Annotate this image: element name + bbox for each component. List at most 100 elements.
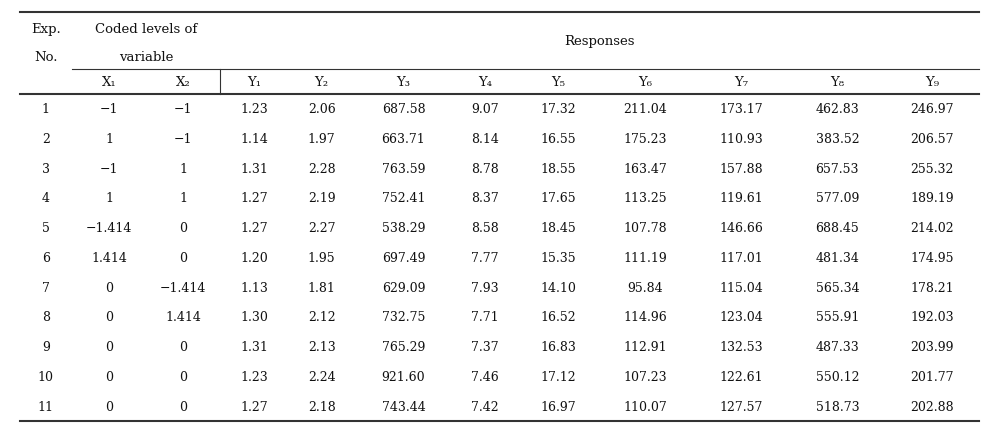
- Text: 763.59: 763.59: [382, 162, 425, 175]
- Text: 663.71: 663.71: [382, 133, 425, 145]
- Text: 577.09: 577.09: [816, 192, 859, 205]
- Text: 1.81: 1.81: [308, 281, 336, 294]
- Text: 202.88: 202.88: [910, 400, 954, 413]
- Text: X₂: X₂: [176, 76, 191, 89]
- Text: Y₇: Y₇: [734, 76, 749, 89]
- Text: 192.03: 192.03: [910, 311, 954, 324]
- Text: 1.27: 1.27: [240, 400, 268, 413]
- Text: 697.49: 697.49: [382, 251, 425, 264]
- Text: 11: 11: [37, 400, 54, 413]
- Text: 2.18: 2.18: [308, 400, 336, 413]
- Text: Exp.: Exp.: [31, 23, 61, 36]
- Text: 1.97: 1.97: [308, 133, 336, 145]
- Text: 1.31: 1.31: [240, 162, 268, 175]
- Text: 8.14: 8.14: [471, 133, 499, 145]
- Text: 383.52: 383.52: [816, 133, 859, 145]
- Text: Responses: Responses: [565, 35, 635, 48]
- Text: 7.37: 7.37: [471, 340, 499, 353]
- Text: 16.55: 16.55: [540, 133, 576, 145]
- Text: −1: −1: [174, 103, 193, 116]
- Text: 112.91: 112.91: [624, 340, 667, 353]
- Text: 0: 0: [105, 340, 113, 353]
- Text: 7.46: 7.46: [471, 370, 499, 383]
- Text: 173.17: 173.17: [719, 103, 764, 116]
- Text: 7.77: 7.77: [471, 251, 499, 264]
- Text: 214.02: 214.02: [910, 222, 954, 235]
- Text: 765.29: 765.29: [382, 340, 425, 353]
- Text: 107.23: 107.23: [624, 370, 667, 383]
- Text: 117.01: 117.01: [719, 251, 764, 264]
- Text: 2.12: 2.12: [308, 311, 336, 324]
- Text: 687.58: 687.58: [382, 103, 425, 116]
- Text: No.: No.: [34, 51, 58, 64]
- Text: 115.04: 115.04: [719, 281, 764, 294]
- Text: 1: 1: [42, 103, 50, 116]
- Text: 189.19: 189.19: [910, 192, 954, 205]
- Text: 0: 0: [179, 340, 187, 353]
- Text: 113.25: 113.25: [624, 192, 667, 205]
- Text: 5: 5: [42, 222, 50, 235]
- Text: 2.19: 2.19: [308, 192, 336, 205]
- Text: 8.78: 8.78: [471, 162, 499, 175]
- Text: 2: 2: [42, 133, 50, 145]
- Text: 3: 3: [42, 162, 50, 175]
- Text: 4: 4: [42, 192, 50, 205]
- Text: 1.23: 1.23: [240, 103, 268, 116]
- Text: 17.12: 17.12: [540, 370, 576, 383]
- Text: 538.29: 538.29: [382, 222, 425, 235]
- Text: 1.14: 1.14: [240, 133, 268, 145]
- Text: 203.99: 203.99: [910, 340, 953, 353]
- Text: 246.97: 246.97: [910, 103, 953, 116]
- Text: 0: 0: [179, 251, 187, 264]
- Text: 8: 8: [42, 311, 50, 324]
- Text: 122.61: 122.61: [719, 370, 764, 383]
- Text: 110.07: 110.07: [624, 400, 667, 413]
- Text: 10: 10: [37, 370, 54, 383]
- Text: 127.57: 127.57: [719, 400, 764, 413]
- Text: 201.77: 201.77: [910, 370, 953, 383]
- Text: 1.23: 1.23: [240, 370, 268, 383]
- Text: 1.31: 1.31: [240, 340, 268, 353]
- Text: 657.53: 657.53: [816, 162, 859, 175]
- Text: 7.71: 7.71: [471, 311, 499, 324]
- Text: 123.04: 123.04: [719, 311, 764, 324]
- Text: 1.20: 1.20: [240, 251, 268, 264]
- Text: 1.414: 1.414: [92, 251, 127, 264]
- Text: Y₆: Y₆: [639, 76, 652, 89]
- Text: 0: 0: [105, 311, 113, 324]
- Text: 132.53: 132.53: [719, 340, 764, 353]
- Text: 2.06: 2.06: [308, 103, 336, 116]
- Text: 119.61: 119.61: [719, 192, 764, 205]
- Text: 0: 0: [179, 400, 187, 413]
- Text: 555.91: 555.91: [816, 311, 859, 324]
- Text: 1.95: 1.95: [308, 251, 336, 264]
- Text: 1: 1: [105, 192, 113, 205]
- Text: Y₄: Y₄: [478, 76, 492, 89]
- Text: 16.83: 16.83: [540, 340, 577, 353]
- Text: 146.66: 146.66: [719, 222, 764, 235]
- Text: Y₈: Y₈: [830, 76, 844, 89]
- Text: 17.65: 17.65: [540, 192, 576, 205]
- Text: 0: 0: [179, 370, 187, 383]
- Text: 629.09: 629.09: [382, 281, 425, 294]
- Text: 7.42: 7.42: [471, 400, 499, 413]
- Text: 9: 9: [42, 340, 50, 353]
- Text: 206.57: 206.57: [910, 133, 953, 145]
- Text: 0: 0: [179, 222, 187, 235]
- Text: 95.84: 95.84: [628, 281, 663, 294]
- Text: 487.33: 487.33: [816, 340, 859, 353]
- Text: 518.73: 518.73: [816, 400, 859, 413]
- Text: 18.45: 18.45: [540, 222, 576, 235]
- Text: 110.93: 110.93: [719, 133, 764, 145]
- Text: 0: 0: [105, 400, 113, 413]
- Text: 114.96: 114.96: [624, 311, 667, 324]
- Text: 688.45: 688.45: [816, 222, 859, 235]
- Text: 255.32: 255.32: [910, 162, 953, 175]
- Text: 178.21: 178.21: [910, 281, 954, 294]
- Text: 111.19: 111.19: [624, 251, 667, 264]
- Text: 0: 0: [105, 281, 113, 294]
- Text: 6: 6: [42, 251, 50, 264]
- Text: 921.60: 921.60: [382, 370, 425, 383]
- Text: 752.41: 752.41: [382, 192, 425, 205]
- Text: 2.27: 2.27: [308, 222, 336, 235]
